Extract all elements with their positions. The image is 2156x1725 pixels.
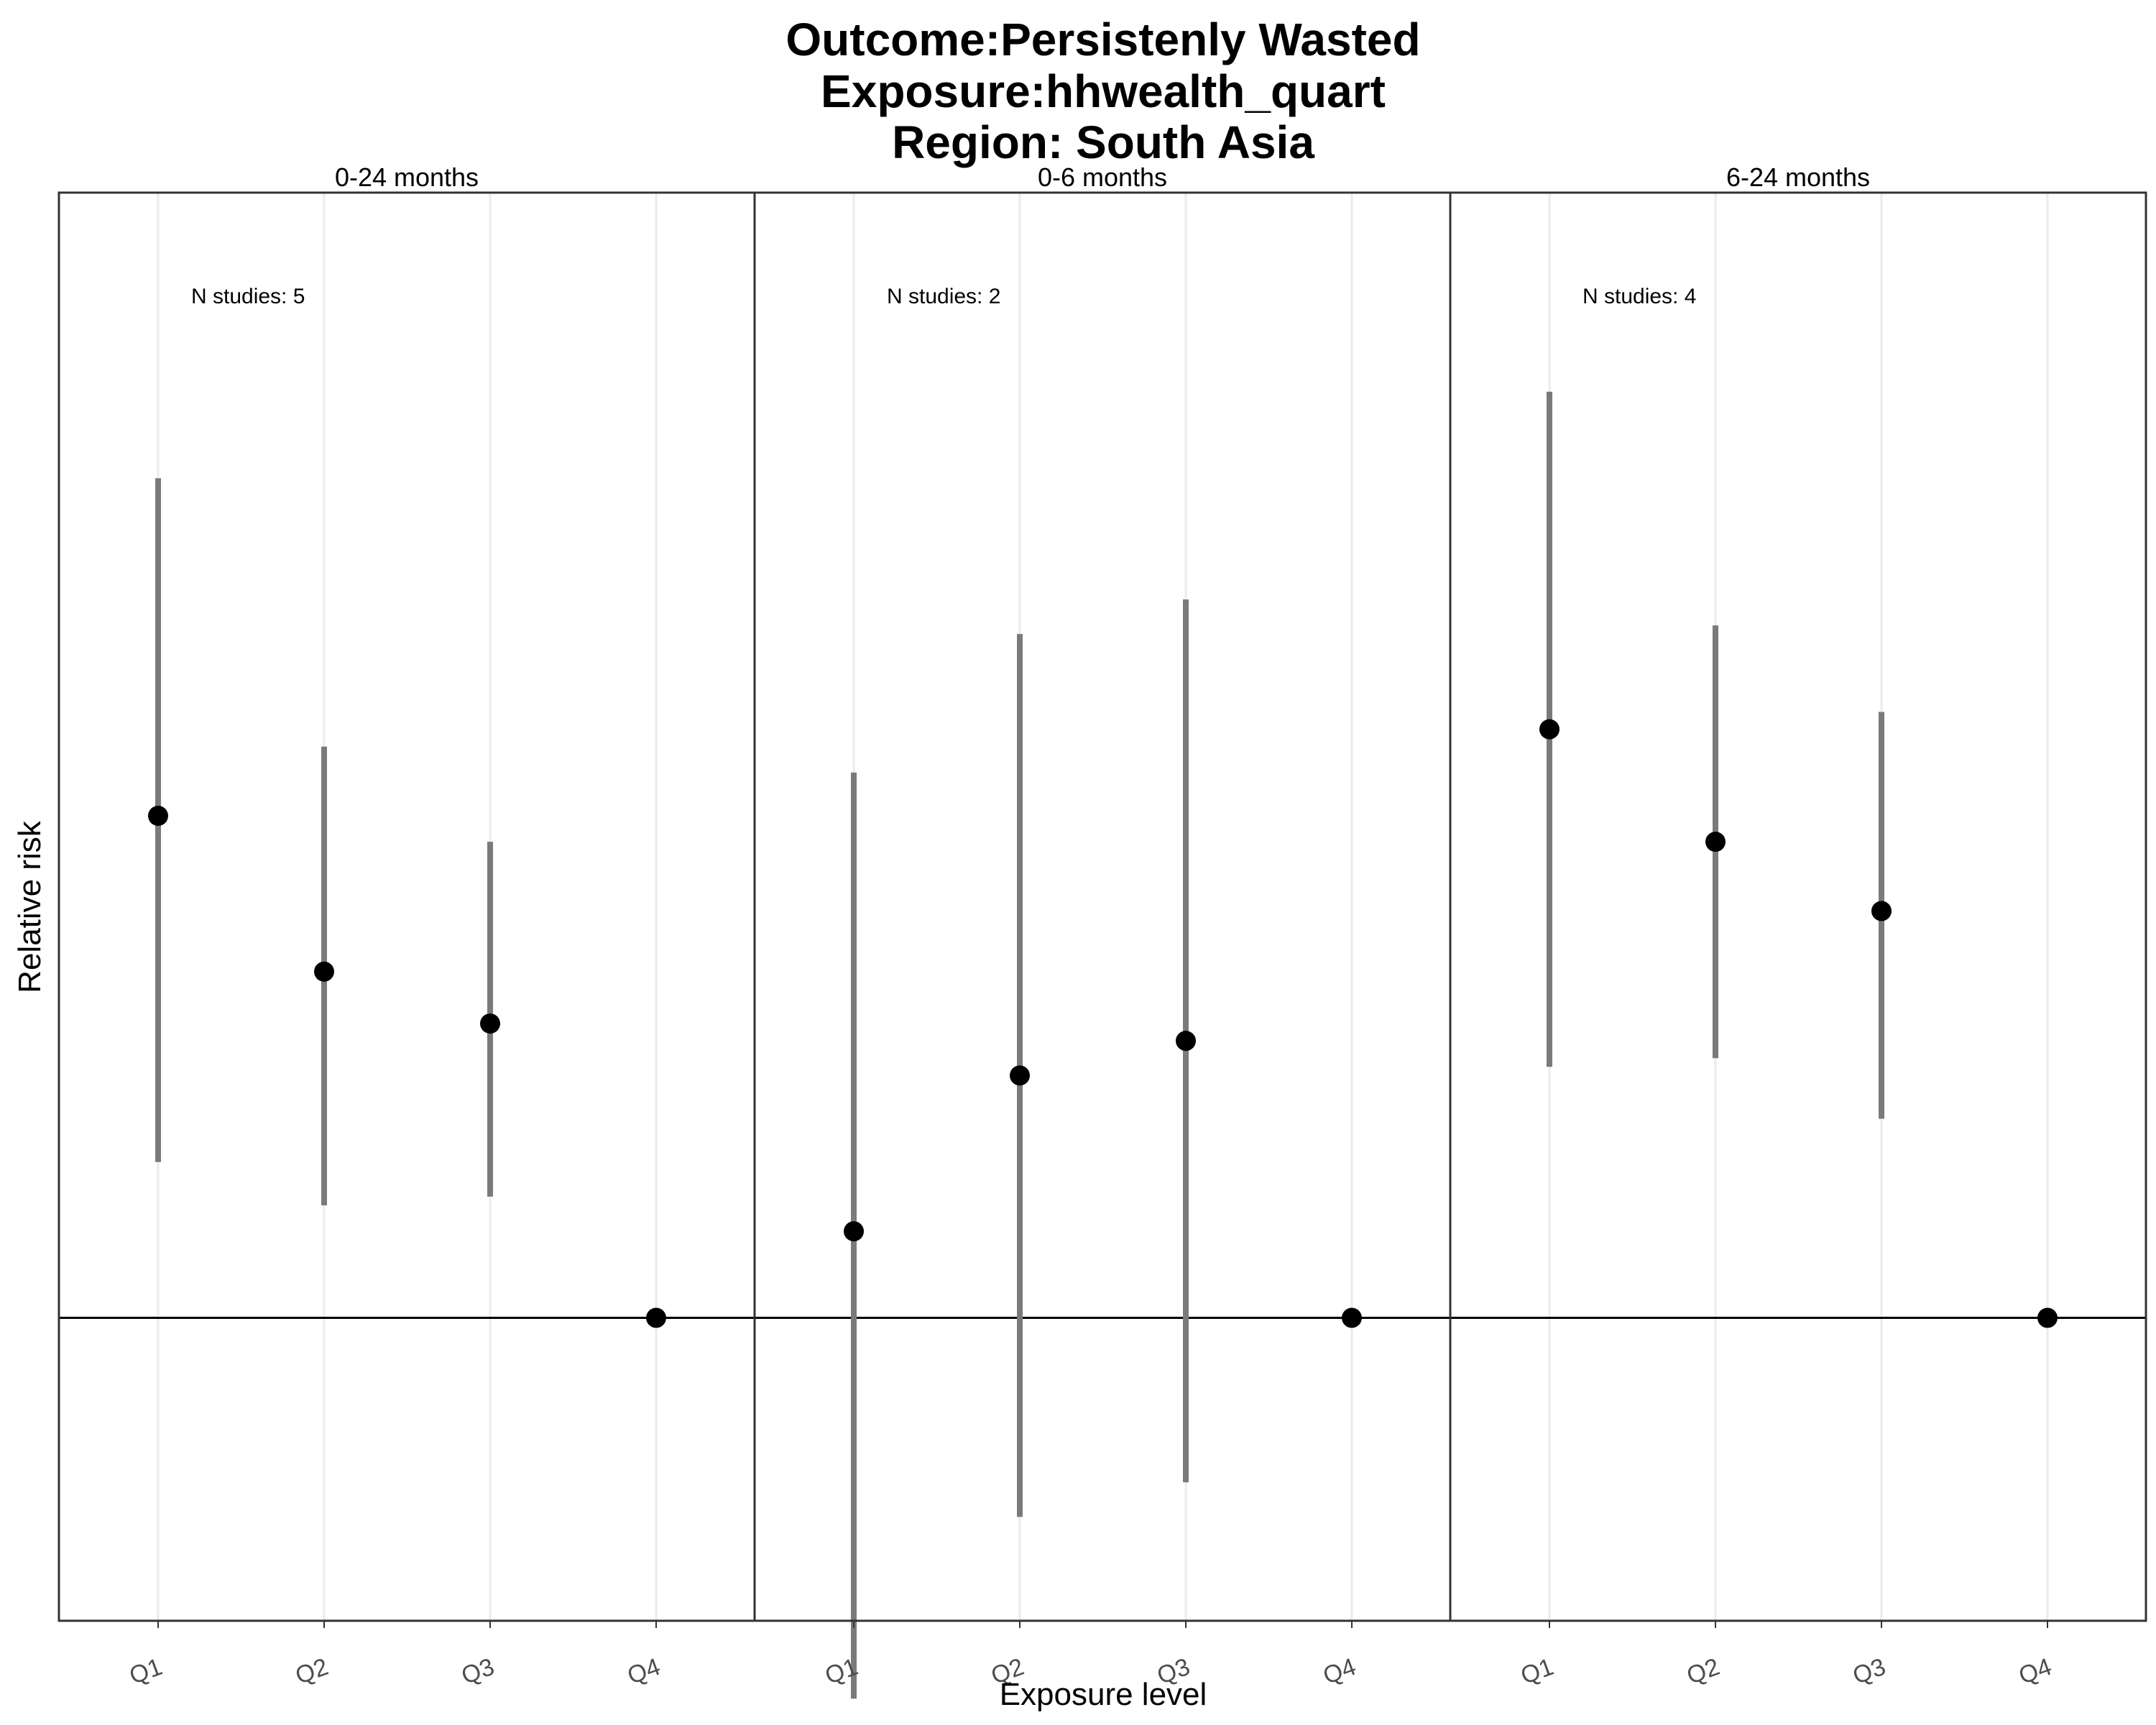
point-q2 <box>1705 832 1726 852</box>
panel-border <box>57 191 756 1622</box>
chart-title-line-3: Region: South Asia <box>892 116 1314 168</box>
panel-strip-label: 0-6 months <box>1038 162 1167 192</box>
n-studies-label: N studies: 2 <box>887 285 1000 308</box>
panel-strip-label: 6-24 months <box>1726 162 1870 192</box>
n-studies-label: N studies: 4 <box>1583 285 1696 308</box>
panel-1: 0-24 months N studies: 5 Q1 Q2 Q3 Q4 <box>57 162 756 1690</box>
x-tick-label: Q4 <box>624 1653 664 1690</box>
x-tick-label: Q4 <box>2015 1653 2055 1690</box>
x-tick-label: Q3 <box>1849 1653 1889 1690</box>
x-tick-label: Q2 <box>292 1653 332 1690</box>
point-q4 <box>1342 1307 1362 1328</box>
chart-title-line-1: Outcome:Persistenly Wasted <box>786 14 1420 65</box>
point-q4 <box>2037 1307 2058 1328</box>
point-q3 <box>1871 901 1892 921</box>
panel-border <box>1449 191 2147 1622</box>
panel-3: 6-24 months N studies: 4 Q1 Q2 Q3 Q4 <box>1449 162 2147 1690</box>
panel-strip-label: 0-24 months <box>335 162 479 192</box>
x-tick-label: Q2 <box>1683 1653 1723 1690</box>
y-axis-title: Relative risk <box>12 820 47 993</box>
point-q3 <box>480 1013 500 1034</box>
x-tick-label: Q1 <box>1517 1653 1557 1690</box>
point-q1 <box>148 806 168 827</box>
panel-border <box>753 191 1452 1622</box>
point-q2 <box>314 961 334 982</box>
point-q4 <box>646 1307 666 1328</box>
point-q1 <box>1539 719 1560 740</box>
point-q3 <box>1176 1031 1196 1052</box>
x-axis-title: Exposure level <box>1000 1677 1207 1712</box>
x-tick-label: Q3 <box>458 1653 498 1690</box>
n-studies-label: N studies: 5 <box>191 285 305 308</box>
x-tick-label: Q4 <box>1319 1653 1360 1690</box>
x-tick-label: Q1 <box>126 1653 166 1690</box>
chart-title-line-2: Exposure:hhwealth_quart <box>821 65 1386 117</box>
point-q1 <box>844 1221 864 1242</box>
point-q2 <box>1010 1065 1030 1086</box>
panels: 0-24 months N studies: 5 Q1 Q2 Q3 Q4 0-6 month… <box>57 162 2147 1699</box>
chart-title: Outcome:Persistenly WastedExposure:hhwea… <box>786 14 1420 168</box>
